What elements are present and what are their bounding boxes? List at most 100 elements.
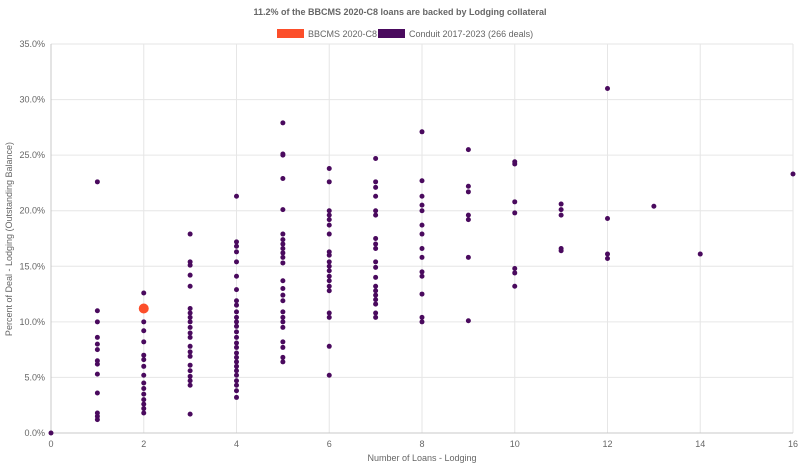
data-point: [326, 259, 332, 265]
data-point: [280, 207, 286, 213]
data-point: [94, 347, 100, 353]
data-point: [48, 430, 54, 436]
legend-item-1[interactable]: BBCMS 2020-C8: [277, 29, 377, 39]
data-point: [280, 298, 286, 304]
data-point: [465, 212, 471, 218]
highlight-point: [138, 303, 149, 314]
data-point: [94, 371, 100, 377]
data-point: [234, 249, 239, 255]
data-point: [94, 319, 100, 325]
data-point: [141, 357, 147, 363]
legend-swatch: [277, 29, 304, 38]
data-point: [280, 152, 286, 158]
data-point: [326, 208, 332, 214]
data-point: [187, 306, 193, 312]
data-point: [234, 239, 239, 245]
x-tick-label: 2: [141, 439, 146, 449]
data-point: [187, 368, 193, 374]
data-point: [94, 308, 100, 314]
data-point: [373, 288, 379, 294]
data-point: [280, 354, 286, 360]
data-point: [512, 161, 518, 167]
data-point: [187, 324, 193, 330]
data-point: [234, 363, 239, 369]
data-point: [373, 259, 379, 265]
data-point: [141, 290, 147, 296]
data-point: [280, 339, 286, 345]
data-point: [465, 183, 471, 189]
data-point: [326, 252, 332, 258]
y-tick-label: 30.0%: [19, 95, 45, 105]
data-point: [326, 273, 332, 279]
data-point: [234, 350, 239, 356]
data-point: [419, 254, 425, 260]
legend-item-2[interactable]: Conduit 2017-2023 (266 deals): [378, 29, 533, 39]
y-tick-label: 5.0%: [24, 372, 45, 382]
data-point: [141, 319, 147, 325]
x-tick-label: 12: [602, 439, 612, 449]
data-point: [326, 372, 332, 378]
data-point: [187, 382, 193, 388]
data-point: [373, 283, 379, 289]
y-axis-title: Percent of Deal - Lodging (Outstanding B…: [4, 142, 14, 336]
data-point: [373, 236, 379, 241]
data-point: [280, 324, 286, 330]
legend[interactable]: BBCMS 2020-C8 Conduit 2017-2023 (266 deal…: [277, 29, 533, 39]
data-point: [141, 410, 147, 416]
data-point: [326, 288, 332, 294]
data-point: [234, 394, 239, 400]
data-point: [187, 378, 193, 384]
data-point: [373, 155, 379, 161]
data-point: [558, 207, 564, 213]
data-point: [234, 298, 239, 304]
data-point: [326, 314, 332, 320]
data-point: [234, 388, 239, 394]
data-point: [187, 353, 193, 359]
data-point: [419, 319, 425, 325]
data-point: [234, 302, 239, 308]
data-point: [280, 260, 286, 266]
data-point: [141, 401, 147, 407]
data-point: [141, 380, 147, 386]
data-point: [94, 417, 100, 423]
data-point: [280, 237, 286, 243]
data-point: [419, 202, 425, 208]
data-point: [419, 178, 425, 184]
data-point: [187, 334, 193, 340]
data-point: [326, 343, 332, 349]
data-point: [234, 382, 239, 388]
data-point: [141, 406, 147, 412]
data-point: [187, 411, 193, 417]
data-point: [187, 262, 193, 268]
data-point: [187, 373, 193, 379]
data-point: [558, 212, 564, 218]
data-point: [234, 344, 239, 350]
data-point: [373, 212, 379, 218]
x-axis-title: Number of Loans - Lodging: [367, 453, 476, 463]
data-point: [280, 120, 286, 126]
data-point: [187, 283, 193, 289]
data-point: [373, 193, 379, 199]
data-point: [419, 129, 425, 135]
data-point: [512, 210, 518, 216]
data-point: [697, 251, 703, 257]
y-tick-label: 35.0%: [19, 39, 45, 49]
x-tick-label: 10: [510, 439, 520, 449]
data-point: [280, 286, 286, 292]
data-point: [234, 372, 239, 378]
data-point: [326, 165, 332, 171]
data-point: [558, 248, 564, 254]
data-point: [326, 268, 332, 274]
data-point: [326, 278, 332, 284]
data-point: [234, 287, 239, 293]
data-point: [373, 314, 379, 320]
data-point: [234, 309, 239, 315]
data-point: [234, 243, 239, 249]
data-point: [651, 203, 657, 209]
data-point: [187, 349, 193, 355]
data-point: [326, 217, 332, 223]
data-point: [373, 310, 379, 316]
data-point: [605, 85, 610, 91]
data-point: [373, 246, 379, 252]
